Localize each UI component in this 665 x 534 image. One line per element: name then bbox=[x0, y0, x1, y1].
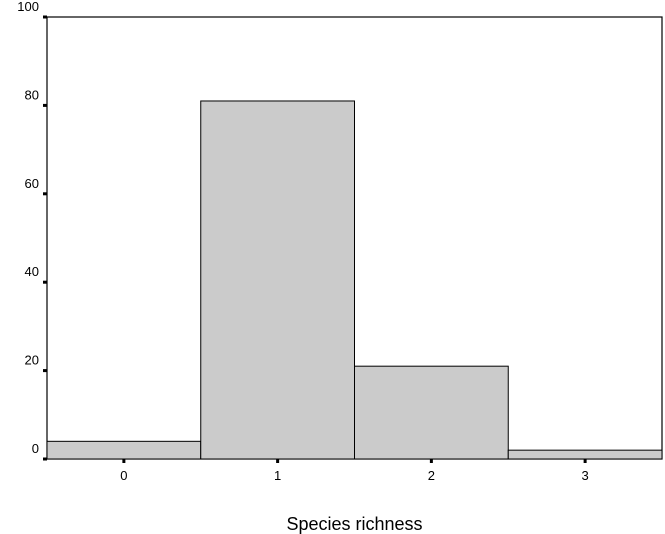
y-tick-label-40: 40 bbox=[25, 264, 39, 279]
y-tick-label-100: 100 bbox=[17, 0, 39, 14]
y-tick-label-20: 20 bbox=[25, 353, 39, 368]
bar-1 bbox=[201, 101, 355, 459]
y-tick-label-60: 60 bbox=[25, 176, 39, 191]
x-tick-label-2: 2 bbox=[428, 468, 435, 483]
bar-3 bbox=[508, 450, 662, 459]
y-tick-label-0: 0 bbox=[32, 441, 39, 456]
bar-2 bbox=[355, 366, 509, 459]
x-axis: 0 1 2 3 bbox=[120, 459, 588, 483]
x-tick-label-1: 1 bbox=[274, 468, 281, 483]
bar-0 bbox=[47, 441, 201, 459]
x-axis-title: Species richness bbox=[286, 514, 422, 534]
x-tick-label-0: 0 bbox=[120, 468, 127, 483]
x-tick-label-3: 3 bbox=[582, 468, 589, 483]
y-axis: 0 20 40 60 80 100 bbox=[17, 0, 47, 459]
y-tick-label-80: 80 bbox=[25, 87, 39, 102]
